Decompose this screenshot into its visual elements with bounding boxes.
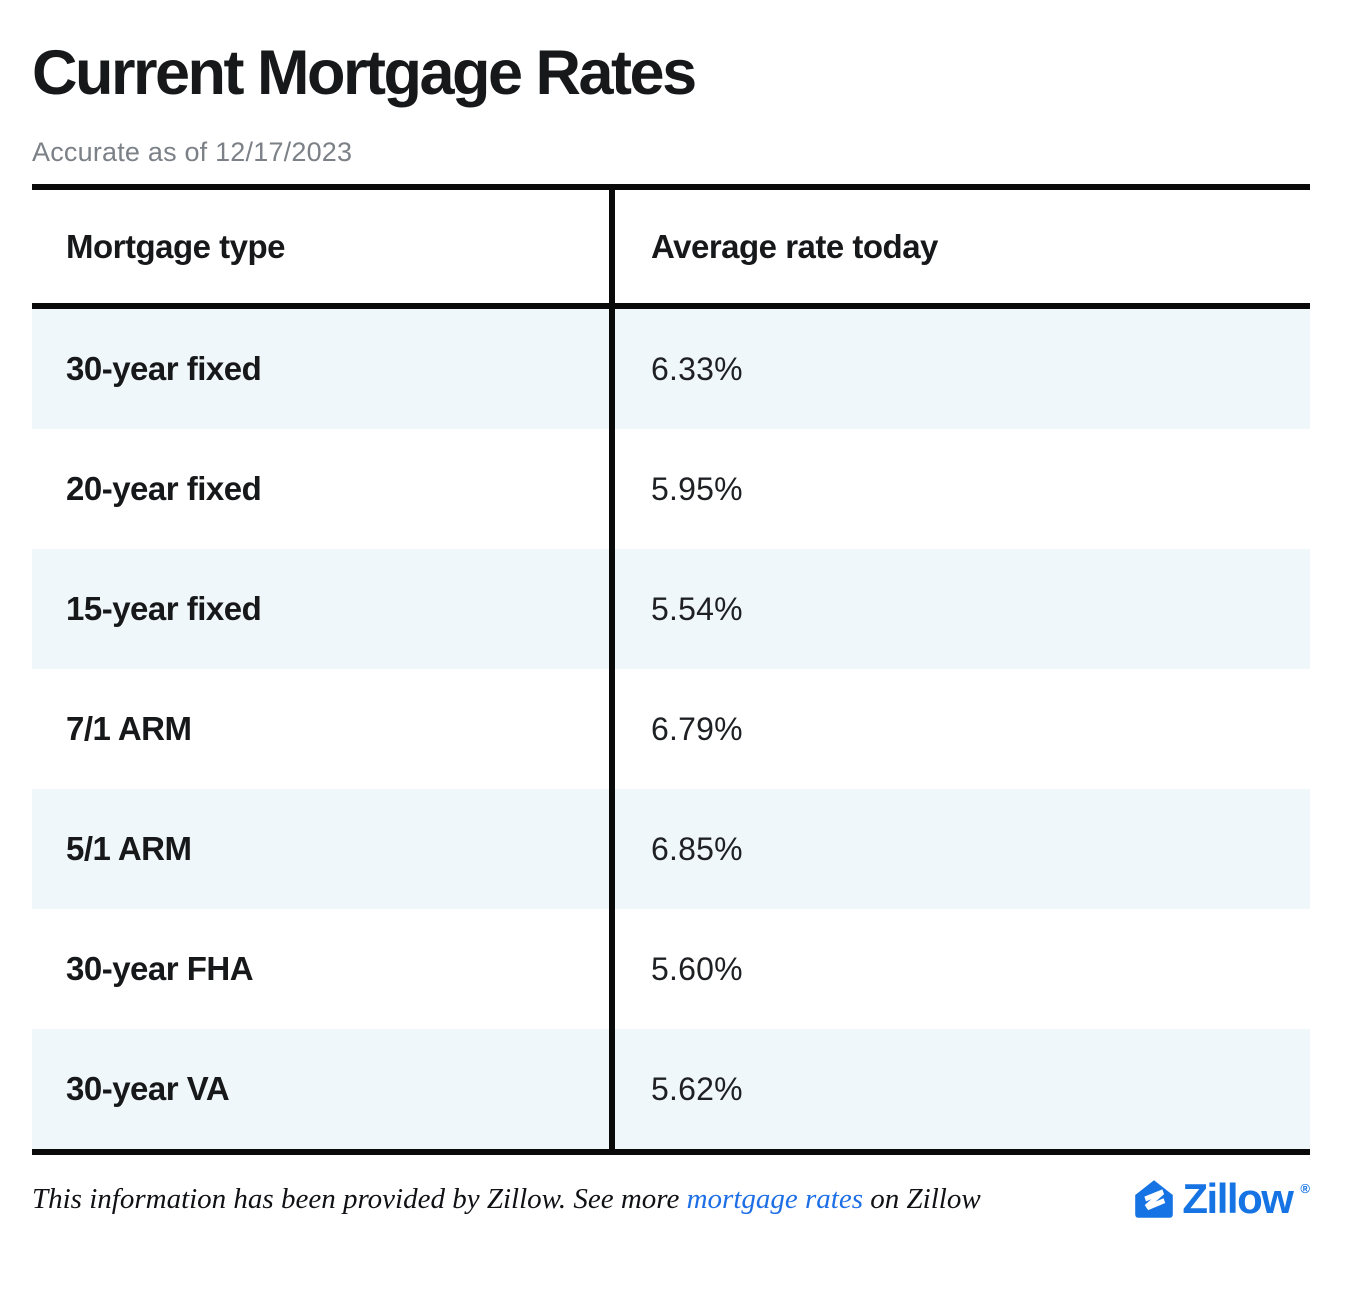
mortgage-type-cell: 7/1 ARM xyxy=(66,710,192,747)
footer: This information has been provided by Zi… xyxy=(32,1175,1310,1222)
attribution-tail: on Zillow xyxy=(863,1182,981,1215)
zillow-logo[interactable]: Zillow ® xyxy=(1134,1175,1310,1222)
zillow-house-icon xyxy=(1134,1179,1174,1219)
registered-trademark: ® xyxy=(1300,1181,1310,1196)
table-header-row: Mortgage type Average rate today xyxy=(32,190,1310,309)
average-rate-cell: 6.85% xyxy=(609,789,1310,909)
mortgage-type-cell: 30-year FHA xyxy=(66,950,254,987)
column-header-mortgage-type: Mortgage type xyxy=(66,227,286,265)
attribution-lead: This information has been provided by Zi… xyxy=(32,1182,687,1215)
mortgage-rates-link[interactable]: mortgage rates xyxy=(686,1182,864,1215)
mortgage-rates-infographic: Current Mortgage Rates Accurate as of 12… xyxy=(32,38,1310,1222)
mortgage-type-cell: 20-year fixed xyxy=(66,470,262,507)
average-rate-cell: 5.95% xyxy=(609,429,1310,549)
average-rate-cell: 5.60% xyxy=(609,909,1310,1029)
mortgage-type-cell: 30-year VA xyxy=(66,1070,230,1107)
mortgage-type-cell: 30-year fixed xyxy=(66,350,262,387)
table-row: 30-year FHA 5.60% xyxy=(32,909,1310,1029)
page-title: Current Mortgage Rates xyxy=(32,38,697,108)
average-rate-cell: 6.79% xyxy=(609,669,1310,789)
mortgage-type-cell: 5/1 ARM xyxy=(66,830,192,867)
table-row: 7/1 ARM 6.79% xyxy=(32,669,1310,789)
table-body: 30-year fixed 6.33% 20-year fixed 5.95% … xyxy=(32,309,1310,1149)
mortgage-type-cell: 15-year fixed xyxy=(66,590,262,627)
table-row: 30-year VA 5.62% xyxy=(32,1029,1310,1149)
average-rate-cell: 5.62% xyxy=(609,1029,1310,1149)
table-row: 30-year fixed 6.33% xyxy=(32,309,1310,429)
average-rate-cell: 6.33% xyxy=(609,309,1310,429)
accuracy-date: Accurate as of 12/17/2023 xyxy=(32,137,353,167)
attribution-text: This information has been provided by Zi… xyxy=(32,1183,981,1216)
rates-table: Mortgage type Average rate today 30-year… xyxy=(32,184,1310,1155)
column-header-average-rate: Average rate today xyxy=(609,190,1310,303)
average-rate-cell: 5.54% xyxy=(609,549,1310,669)
zillow-logo-text: Zillow xyxy=(1182,1175,1294,1222)
table-row: 15-year fixed 5.54% xyxy=(32,549,1310,669)
table-row: 20-year fixed 5.95% xyxy=(32,429,1310,549)
table-row: 5/1 ARM 6.85% xyxy=(32,789,1310,909)
